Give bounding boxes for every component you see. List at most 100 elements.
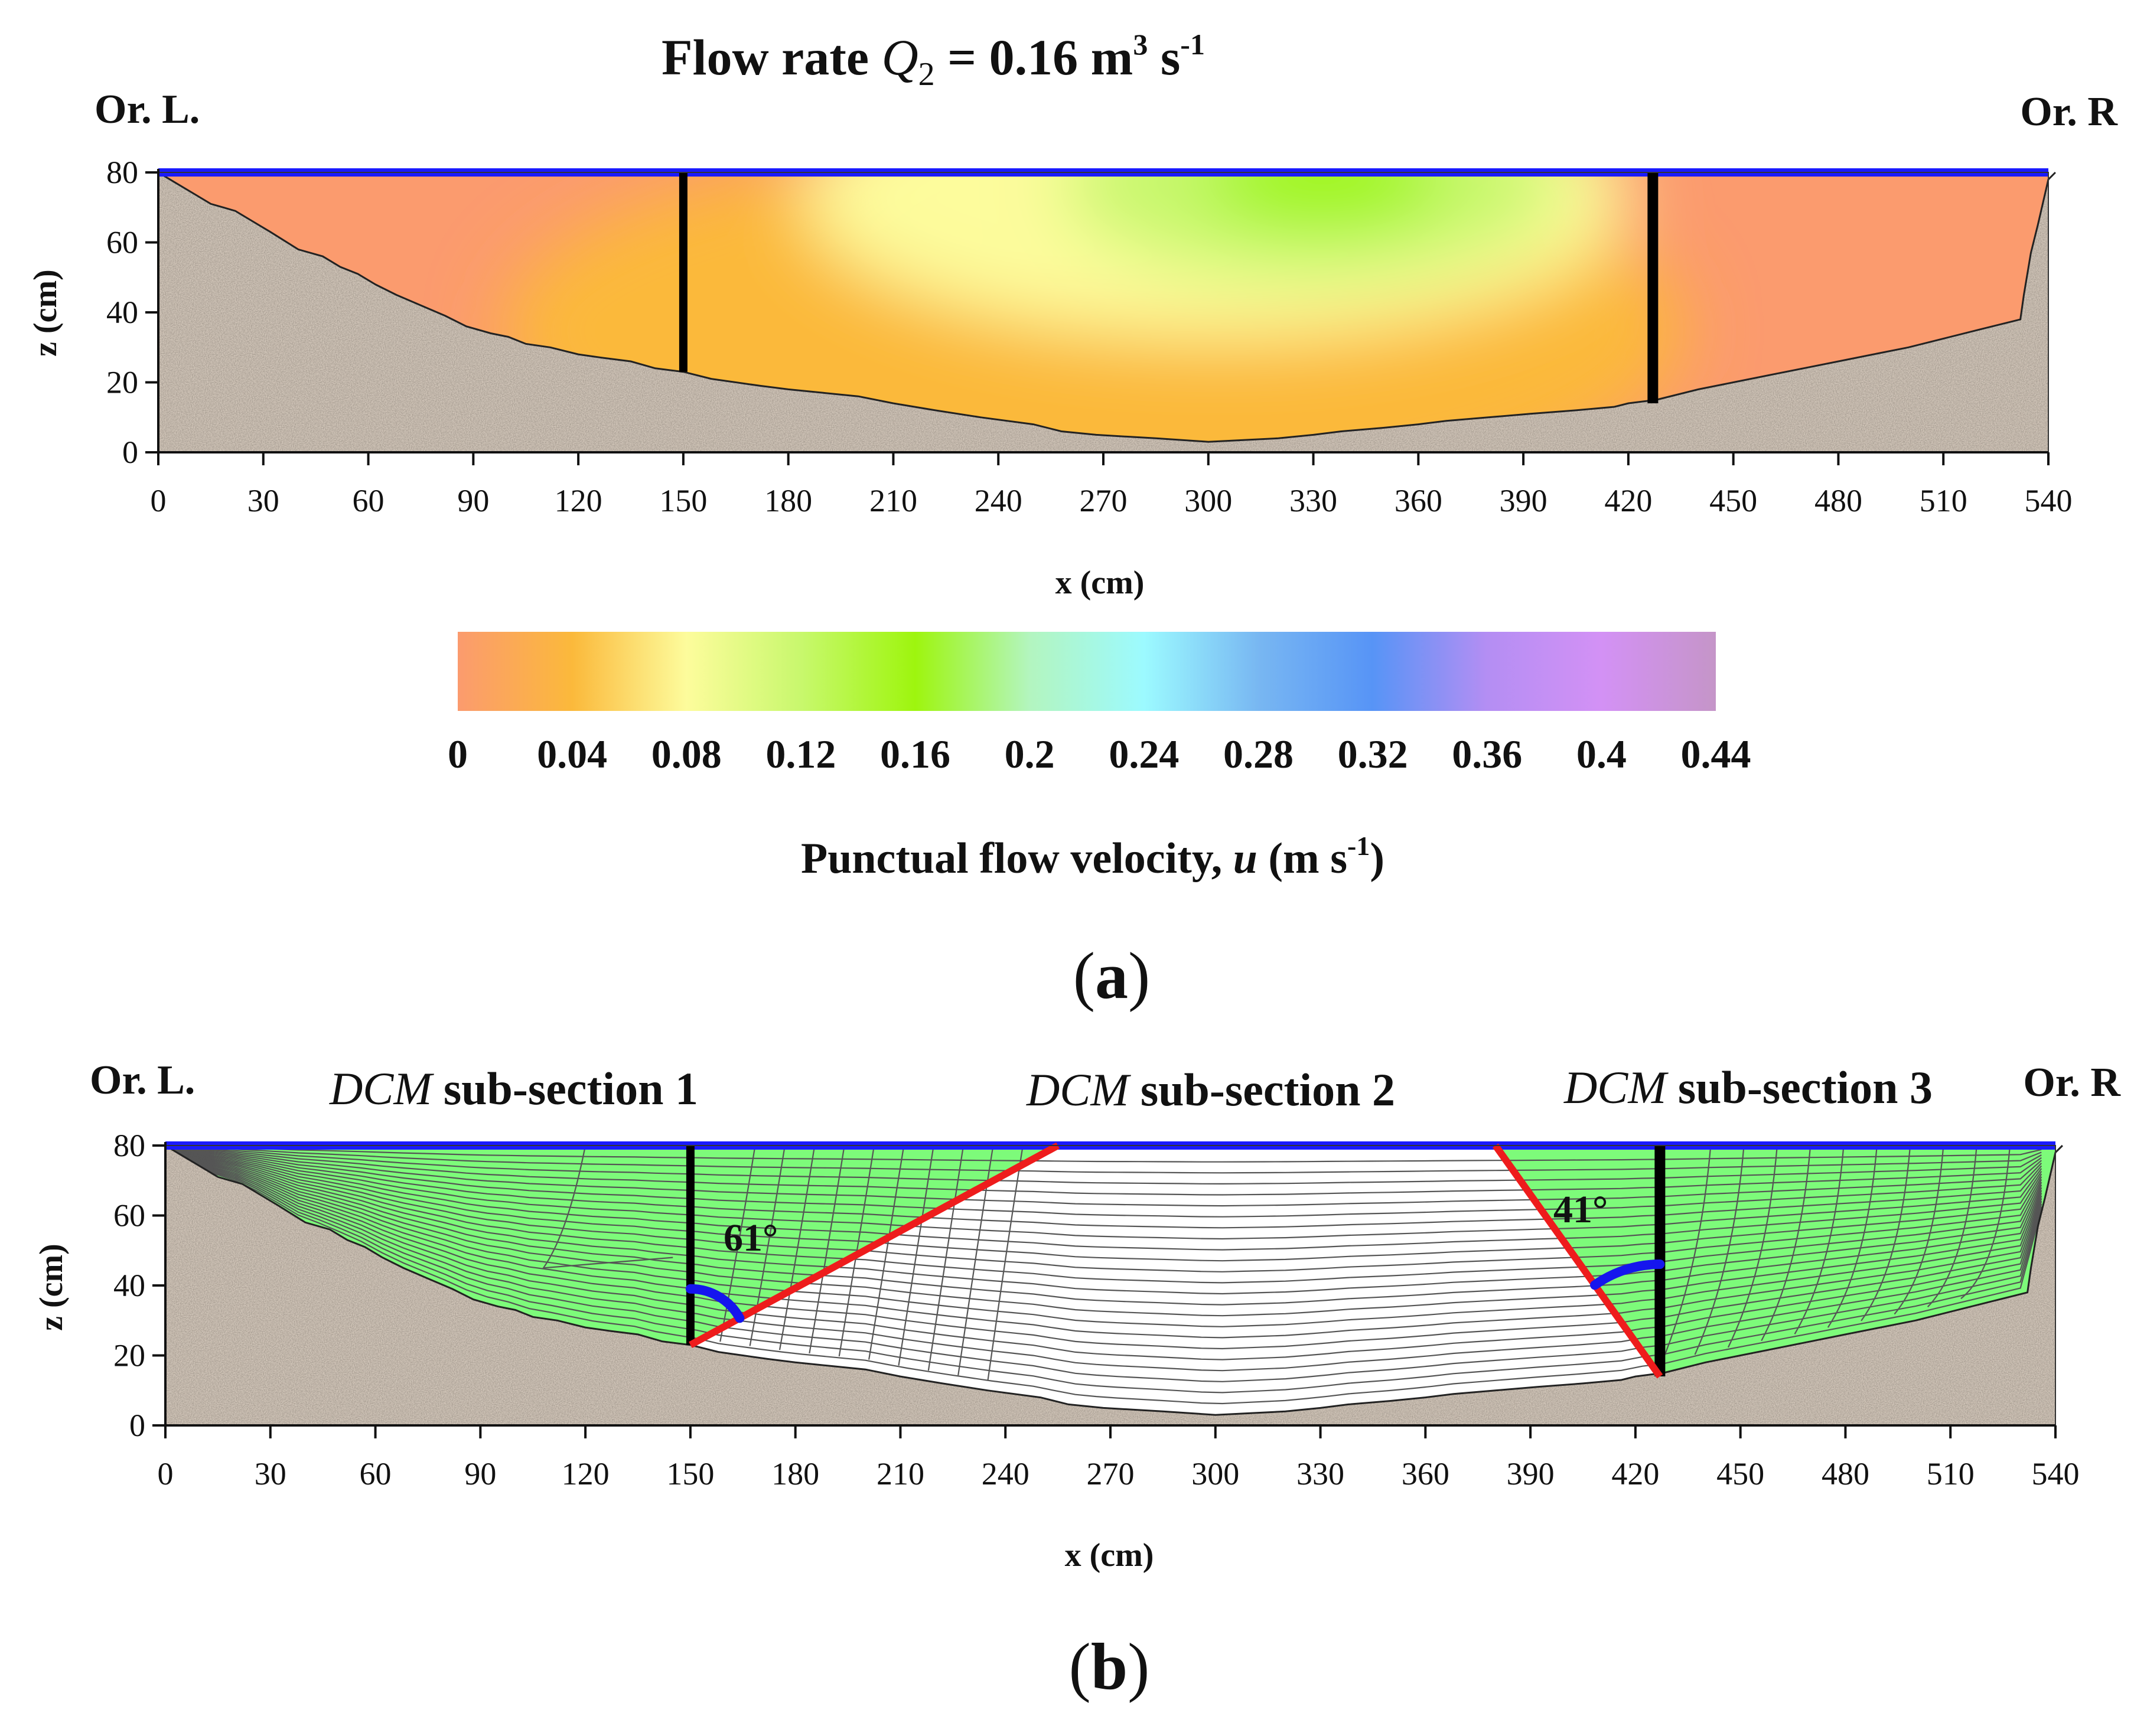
b-x-tick-label: 90 bbox=[464, 1456, 496, 1492]
isovel-line bbox=[172, 1146, 2042, 1207]
isovel-line bbox=[749, 1146, 786, 1346]
subsection-1-label: DCM sub-section 1 bbox=[329, 1063, 698, 1114]
colorbar-tick-label: 0.16 bbox=[880, 732, 950, 776]
colorbar-tick-label: 0.32 bbox=[1338, 732, 1408, 776]
isovel-line bbox=[172, 1147, 2042, 1306]
isovel-line bbox=[1761, 1146, 1812, 1342]
colorbar-label: Punctual flow velocity, u (m s-1) bbox=[801, 831, 1384, 883]
angle-arc-right bbox=[1590, 1259, 1665, 1290]
colorbar-tick-label: 0 bbox=[448, 732, 468, 776]
a-y-tick-label: 40 bbox=[106, 295, 138, 330]
bed-outline-a bbox=[158, 171, 2056, 443]
isovel-line bbox=[1661, 1146, 1712, 1363]
b-y-tick-label: 40 bbox=[113, 1268, 145, 1303]
colorbar-ticks: 0 0.04 0.08 0.12 0.16 0.2 0.24 0.28 0.32 0.36 0.4 0… bbox=[448, 732, 1751, 776]
b-x-tick-label: 270 bbox=[1087, 1456, 1135, 1492]
panel-label-a: (a) bbox=[1073, 939, 1151, 1013]
isovel-line bbox=[172, 1148, 2042, 1360]
b-y-tick-label: 20 bbox=[113, 1338, 145, 1373]
b-y-tick-label: 60 bbox=[113, 1198, 145, 1234]
panel-label-b: (b) bbox=[1069, 1630, 1150, 1704]
colorbar-tick-label: 0.36 bbox=[1452, 732, 1522, 776]
b-y-tick-label: 0 bbox=[129, 1408, 145, 1443]
a-x-tick-label: 540 bbox=[2025, 483, 2073, 518]
colorbar-tick-label: 0.24 bbox=[1109, 732, 1179, 776]
isovel-line bbox=[172, 1147, 2042, 1327]
b-x-tick-label: 450 bbox=[1716, 1456, 1764, 1492]
isovel-line bbox=[172, 1148, 2042, 1405]
isovel-line bbox=[542, 1146, 673, 1269]
isovel-line bbox=[172, 1146, 2042, 1240]
isovel-line bbox=[172, 1147, 2042, 1284]
bank-left-label-a: Or. L. bbox=[95, 87, 200, 132]
x-axis-label-a: x (cm) bbox=[1055, 564, 1145, 601]
isovel-line bbox=[172, 1146, 2042, 1174]
colorbar-strip bbox=[458, 632, 1716, 711]
isovel-line bbox=[1827, 1146, 1878, 1328]
angle-arc-left bbox=[685, 1284, 745, 1323]
a-x-tick-label: 120 bbox=[555, 483, 602, 518]
a-x-tick-label: 30 bbox=[247, 483, 279, 518]
a-y-tick-label: 0 bbox=[122, 435, 138, 470]
isovel-line bbox=[809, 1146, 845, 1354]
isovel-line bbox=[172, 1148, 2042, 1339]
b-x-tick-label: 420 bbox=[1611, 1456, 1659, 1492]
b-x-tick-label: 480 bbox=[1822, 1456, 1869, 1492]
isovel-line bbox=[172, 1146, 2042, 1185]
a-y-tick-label: 60 bbox=[106, 225, 138, 260]
a-x-tick-label: 330 bbox=[1289, 483, 1337, 518]
a-x-tick-label: 450 bbox=[1709, 483, 1757, 518]
subsection-2-label: DCM sub-section 2 bbox=[1026, 1064, 1395, 1115]
isovel-line bbox=[172, 1148, 2042, 1372]
a-x-tick-label: 90 bbox=[457, 483, 489, 518]
a-x-tick-label: 270 bbox=[1080, 483, 1128, 518]
a-x-tick-label: 300 bbox=[1184, 483, 1232, 518]
b-x-tick-label: 60 bbox=[360, 1456, 392, 1492]
title-a: Flow rate Q2 = 0.16 m3 s-1 bbox=[662, 28, 1205, 93]
isovel-line bbox=[1861, 1146, 1911, 1321]
isovel-line bbox=[172, 1148, 2042, 1350]
colorbar-tick-label: 0.44 bbox=[1681, 732, 1751, 776]
b-x-tick-label: 0 bbox=[158, 1456, 174, 1492]
a-x-tick-label: 150 bbox=[659, 483, 707, 518]
bank-right-label-a: Or. R bbox=[2020, 89, 2118, 135]
subsection-3-label: DCM sub-section 3 bbox=[1563, 1062, 1933, 1113]
isovel-line bbox=[172, 1147, 2042, 1295]
a-y-tick-label: 80 bbox=[106, 155, 138, 190]
isovel-line bbox=[719, 1146, 756, 1342]
plot-area-a bbox=[158, 168, 2056, 453]
plot-area-b: 61° 41° bbox=[165, 1141, 2063, 1426]
isovel-line bbox=[778, 1146, 816, 1350]
isovel-line bbox=[1794, 1146, 1845, 1334]
b-x-tick-label: 120 bbox=[562, 1456, 610, 1492]
interface-line-left bbox=[689, 1142, 1060, 1348]
angle-label-61: 61° bbox=[724, 1216, 778, 1259]
a-x-tick-label: 60 bbox=[353, 483, 385, 518]
velocity-field-a bbox=[158, 172, 2048, 442]
isovel-line bbox=[172, 1148, 2042, 1382]
a-x-tick-label: 240 bbox=[975, 483, 1022, 518]
b-x-tick-label: 180 bbox=[771, 1456, 819, 1492]
isovel-line bbox=[172, 1146, 2042, 1229]
a-y-tick-label: 20 bbox=[106, 365, 138, 400]
colorbar-tick-label: 0.4 bbox=[1576, 732, 1627, 776]
b-x-tick-label: 540 bbox=[2032, 1456, 2080, 1492]
a-x-tick-label: 390 bbox=[1500, 483, 1547, 518]
a-x-tick-label: 420 bbox=[1604, 483, 1652, 518]
a-x-tick-label: 360 bbox=[1395, 483, 1442, 518]
y-axis-label-a: z (cm) bbox=[27, 269, 64, 357]
isovel-line bbox=[957, 1146, 994, 1376]
a-x-tick-label: 480 bbox=[1814, 483, 1862, 518]
isovel-line bbox=[927, 1146, 965, 1371]
colorbar-tick-label: 0.08 bbox=[651, 732, 722, 776]
b-x-tick-label: 30 bbox=[255, 1456, 286, 1492]
axes-a: 0 30 60 90 120 150 180 210 240 270 300 330 360 390 420… bbox=[106, 155, 2073, 518]
angle-label-41: 41° bbox=[1553, 1188, 1608, 1231]
isovel-line bbox=[1727, 1146, 1778, 1348]
x-axis-label-b: x (cm) bbox=[1065, 1537, 1154, 1574]
b-x-tick-label: 510 bbox=[1927, 1456, 1975, 1492]
bank-right-label-b: Or. R bbox=[2023, 1060, 2121, 1105]
isovel-line bbox=[172, 1146, 2042, 1163]
bank-left-label-b: Or. L. bbox=[90, 1058, 195, 1103]
